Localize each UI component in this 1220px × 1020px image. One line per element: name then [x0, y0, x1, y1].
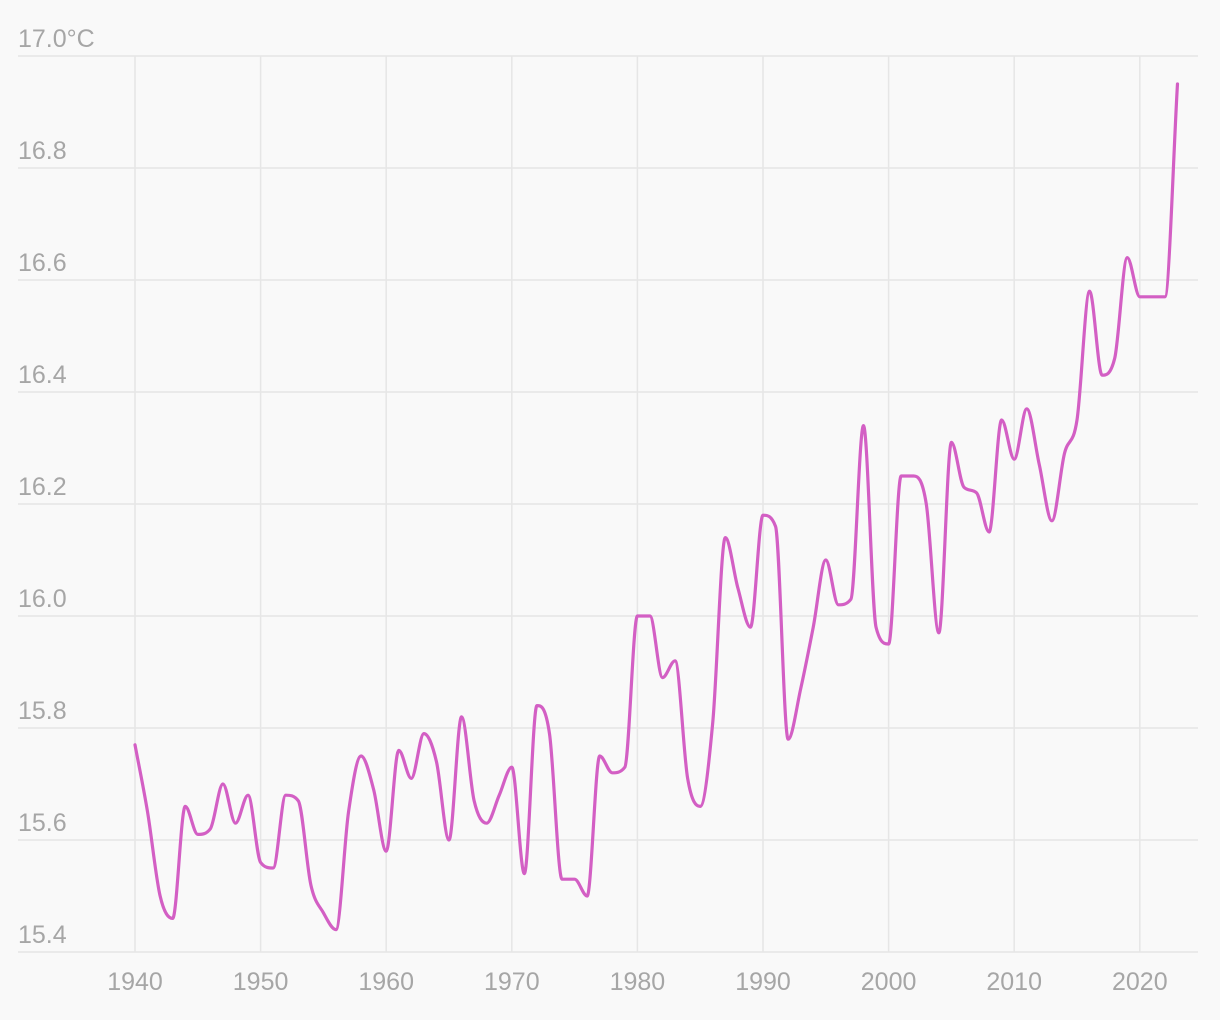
y-axis-tick-labels: 15.4 15.6 15.8 16.0 16.2 16.4 16.6 16.8 17.0°C — [18, 25, 95, 949]
y-gridlines — [18, 55, 1198, 953]
x-tick-label: 1980 — [610, 968, 666, 996]
x-tick-label: 2010 — [986, 968, 1042, 996]
x-axis-tick-labels: 1940 1950 1960 1970 1980 1990 2000 2010 2020 — [107, 968, 1167, 996]
y-tick-label: 15.4 — [18, 921, 67, 949]
y-tick-label: 16.2 — [18, 473, 67, 501]
x-tick-label: 2000 — [861, 968, 917, 996]
x-tick-label: 1970 — [484, 968, 540, 996]
y-tick-label: 16.6 — [18, 249, 67, 277]
series-line — [133, 82, 1180, 932]
y-tick-label: 16.4 — [18, 361, 67, 389]
x-tick-label: 1950 — [233, 968, 289, 996]
series-group — [133, 82, 1180, 932]
y-tick-label: 15.8 — [18, 697, 67, 725]
y-tick-label: 16.0 — [18, 585, 67, 613]
y-tick-label: 17.0°C — [18, 25, 95, 53]
x-tick-label: 1960 — [358, 968, 414, 996]
y-tick-label: 16.8 — [18, 137, 67, 165]
x-tick-label: 1990 — [735, 968, 791, 996]
x-gridlines — [134, 56, 1141, 952]
x-tick-label: 1940 — [107, 968, 163, 996]
y-tick-label: 15.6 — [18, 809, 67, 837]
x-tick-label: 2020 — [1112, 968, 1168, 996]
